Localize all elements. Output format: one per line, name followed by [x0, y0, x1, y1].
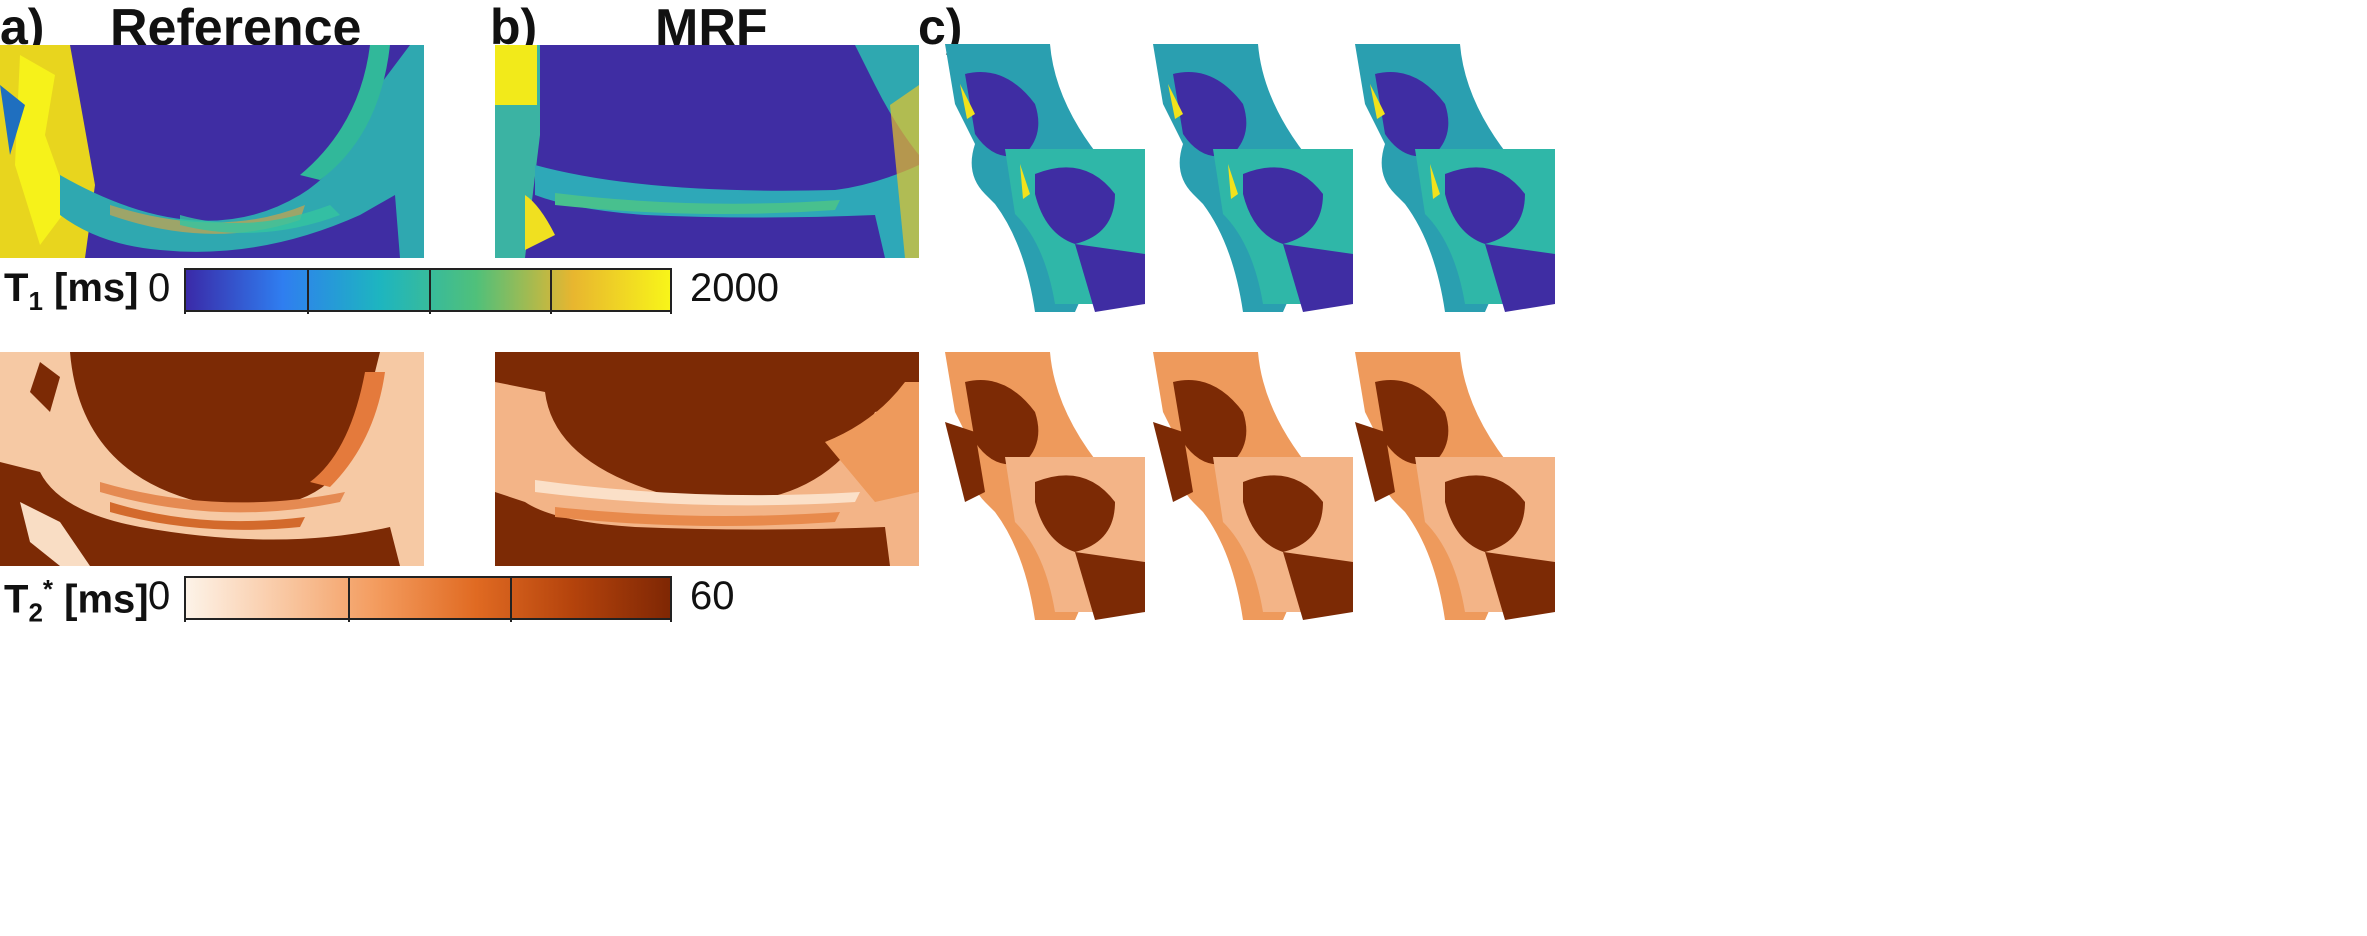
- panel-label-a: a): [0, 0, 45, 55]
- t2star-mrf-map: [495, 352, 919, 566]
- t2star-colorbar-label: T2* [ms]: [4, 574, 149, 628]
- t2star-colorbar-max: 60: [690, 574, 735, 618]
- t1-reference-map: [0, 45, 424, 258]
- panel-label-c: c): [918, 0, 963, 55]
- t1-colorbar-ticks: [184, 288, 672, 314]
- t2star-reference-map: [0, 352, 424, 566]
- t1-colorbar-label: T1 [ms]: [4, 266, 139, 316]
- t2star-knee-slices: [945, 352, 1570, 620]
- t2star-colorbar: [184, 576, 672, 620]
- t1-knee-slices: [945, 44, 1570, 312]
- panel-label-b: b): [490, 0, 538, 55]
- t2star-colorbar-min: 0: [148, 574, 171, 618]
- t1-colorbar-min: 0: [148, 266, 171, 310]
- t1-colorbar-max: 2000: [690, 266, 779, 310]
- t2star-colorbar-ticks: [184, 596, 672, 622]
- t1-mrf-map: [495, 45, 919, 258]
